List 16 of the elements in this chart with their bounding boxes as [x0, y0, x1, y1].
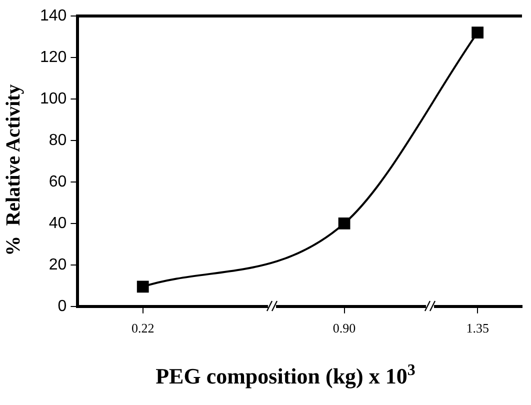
x-axis-title: PEG composition (kg) x 10$^{3}$: [154, 362, 416, 390]
y-tick-label: 0: [58, 298, 67, 315]
y-tick-label: 80: [48, 132, 67, 149]
y-tick-label: 40: [48, 214, 67, 232]
point: [472, 26, 484, 39]
x-tick-label: 0.22: [131, 320, 154, 336]
x-tick-label: 0.90: [332, 320, 356, 336]
y-axis-title: % Relative Activity: [2, 84, 26, 256]
y-tick-label: 60: [48, 173, 67, 190]
point: [136, 280, 149, 293]
y-tick-label: 100: [40, 90, 67, 108]
y-tick-label: 20: [48, 256, 67, 274]
y-tick-label: 140: [40, 7, 67, 24]
point: [338, 217, 350, 230]
x-tick-label: 1.35: [466, 320, 489, 336]
y-tick-label: 120: [40, 48, 67, 66]
